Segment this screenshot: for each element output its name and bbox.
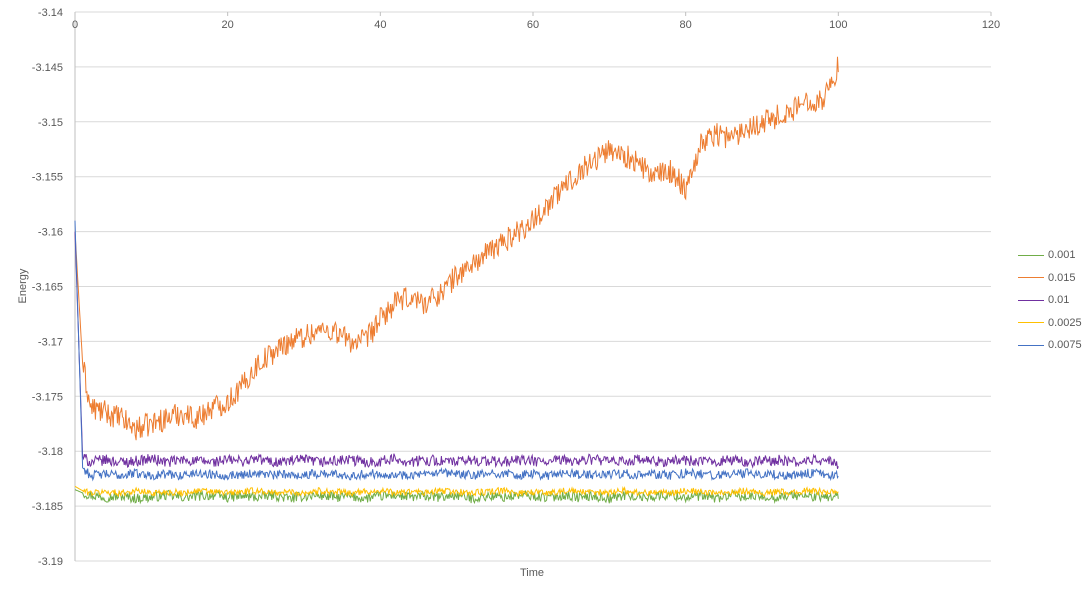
legend-swatch bbox=[1018, 299, 1044, 301]
legend-swatch bbox=[1018, 277, 1044, 279]
legend-swatch bbox=[1018, 344, 1044, 346]
x-tick-label: 100 bbox=[829, 19, 847, 31]
y-tick-label: -3.18 bbox=[38, 446, 63, 458]
legend-label: 0.015 bbox=[1048, 271, 1076, 284]
y-tick-label: -3.17 bbox=[38, 336, 63, 348]
legend-item: 0.015 bbox=[1018, 267, 1082, 290]
y-tick-label: -3.16 bbox=[38, 227, 63, 239]
legend-label: 0.001 bbox=[1048, 249, 1076, 262]
x-tick-label: 120 bbox=[982, 19, 1000, 31]
legend: 0.001 0.015 0.01 0.0025 0.0075 bbox=[1018, 244, 1082, 357]
x-tick-label: 60 bbox=[527, 19, 539, 31]
x-tick-label: 80 bbox=[680, 19, 692, 31]
series-line-0-0075 bbox=[74, 220, 839, 482]
y-tick-label: -3.15 bbox=[38, 117, 63, 129]
y-axis-title: Energy bbox=[17, 268, 29, 303]
y-tick-label: -3.19 bbox=[38, 556, 63, 568]
gridlines bbox=[75, 11, 991, 562]
series-line-0-01 bbox=[74, 231, 839, 469]
y-tick-label: -3.185 bbox=[32, 501, 63, 513]
x-axis-title: Time bbox=[520, 567, 544, 579]
legend-label: 0.0025 bbox=[1048, 316, 1082, 329]
legend-item: 0.0025 bbox=[1018, 312, 1082, 335]
y-tick-label: -3.14 bbox=[38, 7, 63, 19]
y-tick-label: -3.145 bbox=[32, 62, 63, 74]
legend-swatch bbox=[1018, 322, 1044, 324]
legend-item: 0.01 bbox=[1018, 289, 1082, 312]
legend-label: 0.01 bbox=[1048, 294, 1070, 307]
series-lines bbox=[74, 56, 839, 505]
y-tick-label: -3.165 bbox=[32, 282, 63, 294]
y-tick-label: -3.155 bbox=[32, 172, 63, 184]
legend-label: 0.0075 bbox=[1048, 339, 1082, 352]
x-tick-label: 20 bbox=[222, 19, 234, 31]
legend-item: 0.0075 bbox=[1018, 334, 1082, 357]
series-line-0-015 bbox=[74, 56, 839, 441]
y-tick-label: -3.175 bbox=[32, 391, 63, 403]
legend-swatch bbox=[1018, 254, 1044, 256]
x-tick-label: 40 bbox=[374, 19, 386, 31]
series-line-0-0025 bbox=[74, 485, 839, 498]
axes: -3.14 -3.145 -3.15 -3.155 -3.16 -3.165 -3.17 -3… bbox=[32, 7, 1000, 568]
x-tick-label: 0 bbox=[72, 19, 78, 31]
series-line-0-001 bbox=[74, 488, 839, 505]
legend-item: 0.001 bbox=[1018, 244, 1082, 267]
